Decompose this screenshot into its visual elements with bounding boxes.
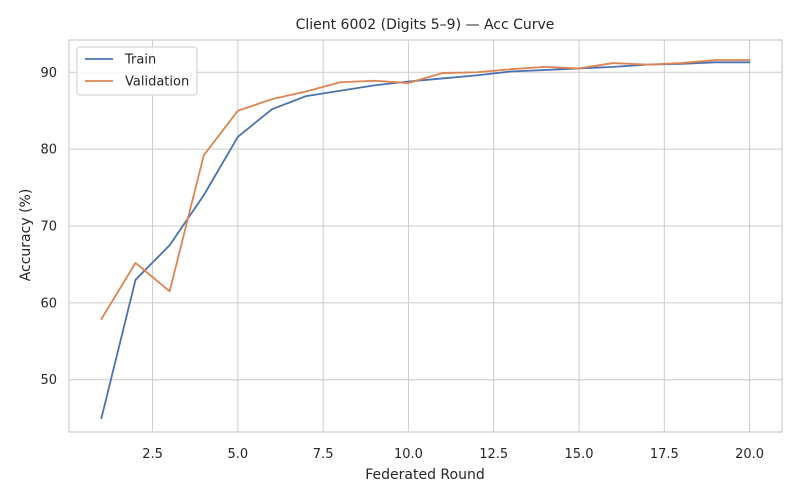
x-tick-label: 20.0 xyxy=(735,447,764,462)
x-tick-label: 7.5 xyxy=(313,447,334,462)
legend-label: Validation xyxy=(125,75,189,90)
series-line-validation xyxy=(100,59,751,320)
x-tick-label: 12.5 xyxy=(479,447,508,462)
x-tick-label: 15.0 xyxy=(565,447,594,462)
y-tick-label: 70 xyxy=(40,220,57,235)
x-tick-label: 17.5 xyxy=(650,447,679,462)
x-tick-label: 5.0 xyxy=(228,447,249,462)
y-ticks: 50 60 70 80 90 xyxy=(40,66,57,388)
legend-label: Train xyxy=(124,53,156,68)
y-tick-label: 90 xyxy=(40,66,57,81)
x-tick-label: 2.5 xyxy=(142,447,163,462)
series-line-train xyxy=(100,61,751,420)
plot-frame xyxy=(68,39,783,433)
x-axis-label: Federated Round xyxy=(365,467,484,483)
x-tick-label: 10.0 xyxy=(394,447,423,462)
grid xyxy=(69,40,782,432)
chart-title: Client 6002 (Digits 5–9) — Acc Curve xyxy=(296,17,555,33)
series-layer xyxy=(100,59,751,420)
x-ticks: 2.5 5.0 7.5 10.0 12.5 15.0 17.5 20.0 xyxy=(142,447,764,462)
y-tick-label: 50 xyxy=(40,373,57,388)
plot-border xyxy=(68,39,783,433)
y-axis-label: Accuracy (%) xyxy=(18,189,34,282)
y-tick-label: 80 xyxy=(40,143,57,158)
legend: Train Validation xyxy=(76,46,198,96)
y-tick-label: 60 xyxy=(40,296,57,311)
